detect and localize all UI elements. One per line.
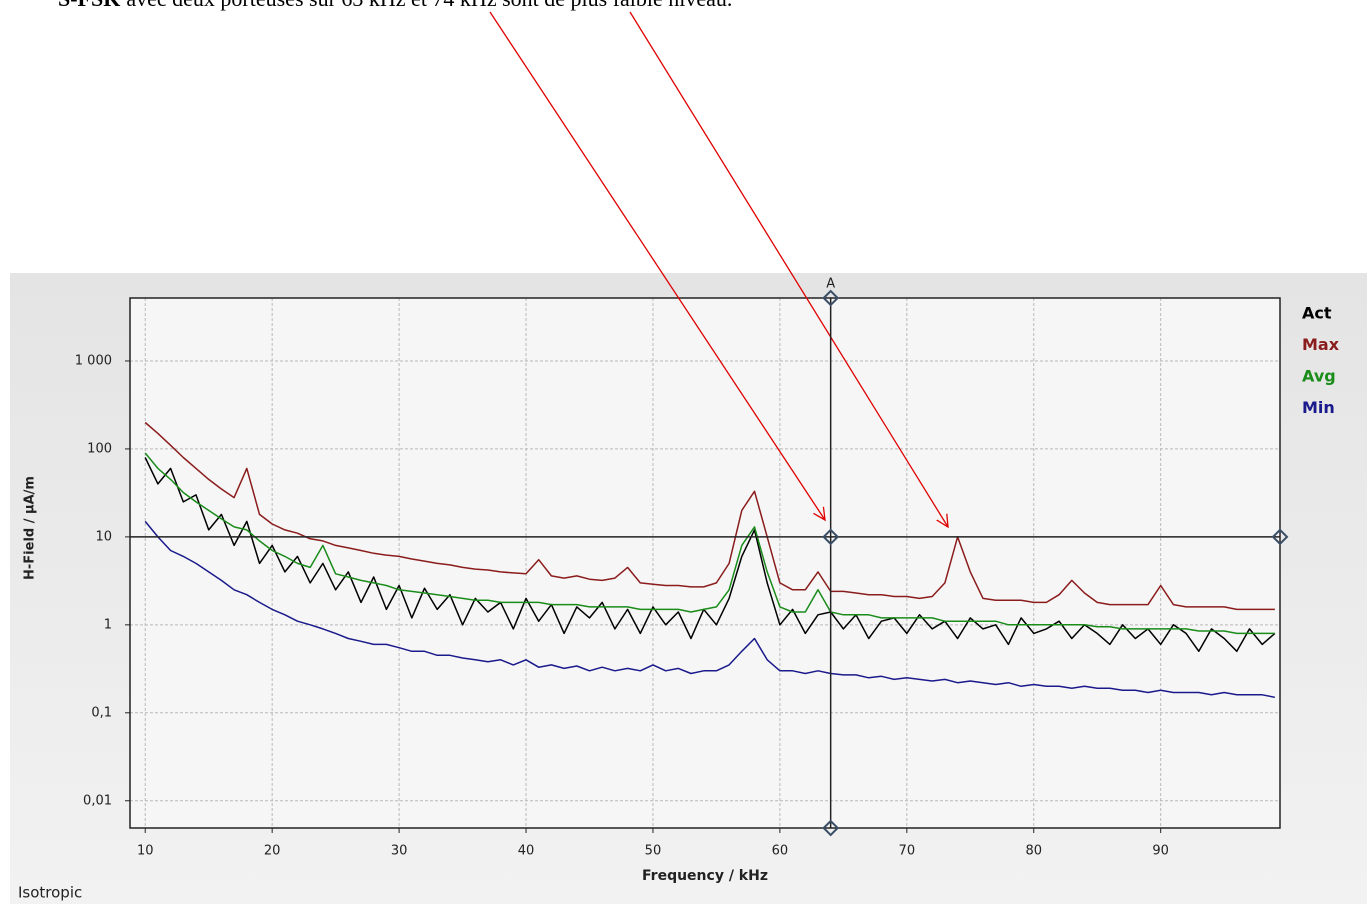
y-axis-label: H-Field / µA/m (23, 476, 38, 580)
y-tick-label: 10 (95, 529, 112, 544)
note-lead: S-FSK (58, 0, 120, 11)
x-tick-label: 50 (645, 844, 662, 859)
plot (130, 298, 1280, 828)
legend-entry: Avg (1302, 367, 1336, 386)
series-line (144, 520, 1276, 699)
x-tick-label: 30 (391, 844, 408, 859)
arrow (489, 11, 825, 520)
plot-frame (129, 297, 1281, 829)
y-tick-label: 1 (104, 617, 112, 632)
x-tick-label: 90 (1152, 844, 1169, 859)
x-tick-label: 20 (264, 844, 281, 859)
series-line (144, 457, 1276, 653)
x-tick-label: 10 (137, 844, 154, 859)
x-tick-label: 70 (899, 844, 916, 859)
x-tick-label: 80 (1025, 844, 1042, 859)
cursor-label: A (826, 277, 835, 292)
cursor-handle (822, 528, 840, 546)
x-tick-label: 40 (518, 844, 535, 859)
cursor-handle (822, 819, 840, 837)
note-text: avec deux porteuses sur 63 kHz et 74 kHz… (126, 0, 732, 11)
series-line (144, 452, 1275, 635)
plot-area (130, 298, 1280, 828)
arrow (629, 11, 948, 527)
series-line (144, 421, 1275, 611)
cursor-handle (822, 289, 840, 307)
footer: Isotropic (18, 884, 82, 902)
note: S-FSK avec deux porteuses sur 63 kHz et 7… (58, 0, 732, 12)
x-tick-label: 60 (772, 844, 789, 859)
legend-entry: Max (1302, 335, 1340, 354)
x-axis-label: Frequency / kHz (642, 868, 768, 884)
y-tick-label: 1 000 (75, 353, 112, 368)
legend-entry: Act (1302, 304, 1332, 323)
legend-entry: Min (1302, 398, 1335, 417)
y-tick-label: 0,01 (83, 793, 112, 808)
y-tick-label: 0,1 (91, 705, 112, 720)
y-tick-label: 100 (87, 441, 112, 456)
cursor-handle (1271, 528, 1289, 546)
